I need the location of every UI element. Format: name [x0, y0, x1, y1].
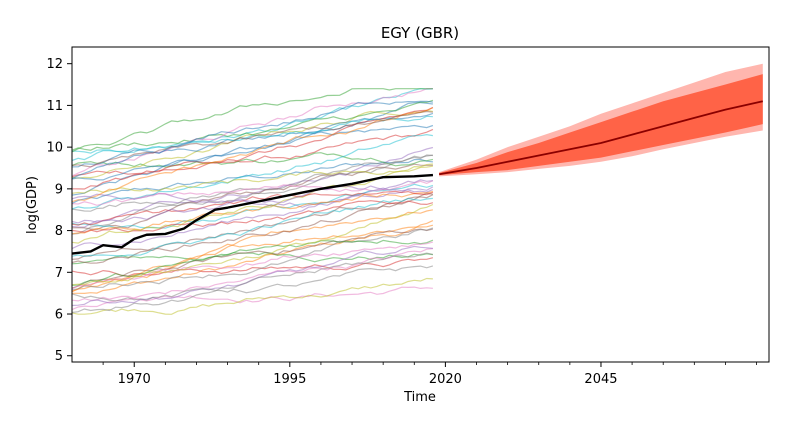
y-tick-label: 8 [55, 224, 63, 239]
background-series-line [71, 88, 433, 162]
y-tick-label: 12 [46, 57, 63, 72]
y-tick-label: 11 [46, 99, 63, 114]
background-series-line [71, 115, 433, 154]
plot-frame [71, 46, 770, 363]
y-tick-label: 9 [55, 182, 63, 197]
background-series-line [71, 180, 434, 206]
background-series-line [71, 203, 434, 286]
background-series-line [71, 239, 434, 286]
background-series-line [71, 265, 434, 302]
y-tick-label: 6 [55, 308, 63, 323]
background-series-line [71, 88, 433, 153]
y-tick-label: 5 [55, 349, 63, 364]
forecast-median-line [439, 100, 763, 176]
background-series-group [71, 88, 434, 315]
y-axis-label: log(GDP) [25, 176, 40, 234]
background-series-line [71, 106, 434, 190]
background-series-line [71, 124, 434, 181]
background-series-line [71, 192, 433, 260]
background-series-line [71, 158, 433, 204]
background-series-line [71, 286, 433, 304]
background-series-line [71, 154, 433, 212]
x-axis-label: Time [403, 390, 436, 405]
background-series-line [72, 220, 434, 295]
background-series-line [71, 197, 433, 257]
background-series-line [71, 190, 434, 226]
y-tick-label: 10 [46, 141, 63, 156]
chart-title: EGY (GBR) [381, 24, 459, 42]
x-axis-ticks: 1970 1995 2020 2045 [102, 362, 757, 387]
background-series-line [71, 245, 433, 307]
x-tick-label: 1995 [273, 372, 306, 387]
background-series-line [71, 165, 433, 194]
background-series-line [71, 128, 434, 178]
background-series-line [71, 277, 433, 315]
background-series-line [71, 227, 434, 291]
forecast-group [439, 63, 763, 177]
x-tick-label: 2045 [584, 372, 617, 387]
highlight-series-line [71, 173, 434, 255]
background-series-line [71, 257, 434, 277]
forecast-outer-band [439, 63, 763, 177]
x-tick-label: 1970 [118, 372, 151, 387]
background-series-line [71, 186, 434, 250]
background-series-line [71, 88, 433, 177]
background-series-line [71, 152, 434, 168]
background-series-line [71, 110, 433, 168]
x-tick-label: 2020 [429, 372, 462, 387]
y-tick-label: 7 [55, 266, 63, 281]
background-series-line [71, 133, 433, 210]
background-series-line [71, 190, 434, 235]
forecast-inner-band [439, 74, 763, 176]
y-axis-ticks: 5 6 7 8 9 10 11 12 [46, 57, 72, 364]
background-series-line [71, 252, 434, 314]
highlight-series-group [71, 173, 434, 255]
background-series-line [71, 194, 434, 264]
background-series-line [71, 228, 434, 289]
background-series-line [71, 100, 433, 180]
background-series-line [71, 163, 433, 244]
